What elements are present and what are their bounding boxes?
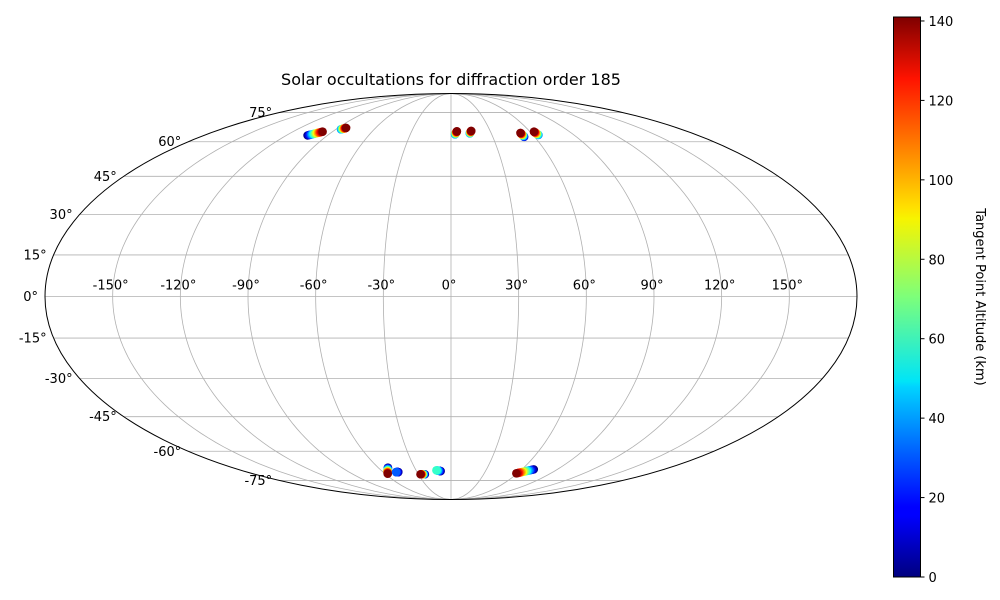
occultation-track	[391, 467, 403, 477]
colorbar-tick-label: 20	[929, 492, 946, 507]
latitude-tick-label: -75°	[244, 474, 272, 489]
longitude-tick-label: -120°	[160, 279, 196, 294]
data-point	[318, 127, 327, 136]
longitude-tick-label: -150°	[93, 279, 129, 294]
map-grid	[45, 93, 857, 500]
colorbar-tick-label: 140	[929, 15, 954, 30]
occultation-track	[512, 465, 539, 478]
latitude-tick-label: -60°	[154, 445, 182, 460]
map-boundary	[44, 93, 858, 500]
latitude-tick-label: 45°	[94, 170, 117, 185]
longitude-tick-label: -60°	[300, 279, 328, 294]
colorbar-ticks: 0 20 40 60 80 100 120 140	[920, 15, 954, 586]
longitude-tick-label: 120°	[704, 279, 735, 294]
data-point	[516, 128, 525, 138]
occultation-points	[303, 123, 543, 479]
longitude-tick-label: 150°	[772, 279, 803, 294]
longitude-tick-label: 90°	[640, 279, 663, 294]
latitude-tick-label: 30°	[50, 208, 73, 223]
colorbar-tick-label: 120	[929, 94, 954, 109]
latitude-tick-label: 60°	[158, 135, 181, 150]
occultation-track	[516, 128, 529, 142]
latitude-tick-label: 15°	[24, 248, 47, 263]
occultation-track	[465, 126, 476, 138]
colorbar: 0 20 40 60 80 100 120 140 Tangent Point Altitud…	[893, 15, 987, 586]
data-point	[383, 469, 393, 479]
latitude-tick-labels: -75° -60° -45° -30° -15° 0° 15° 30° 45° 60° 75°	[19, 106, 272, 489]
data-point	[416, 469, 425, 479]
occultation-track	[529, 127, 543, 140]
occultation-track	[432, 466, 445, 476]
colorbar-tick-label: 60	[929, 333, 946, 348]
latitude-tick-label: 75°	[249, 106, 272, 121]
longitude-tick-label: 30°	[505, 279, 528, 294]
data-point	[512, 469, 521, 478]
colorbar-label: Tangent Point Altitude (km)	[972, 207, 987, 385]
colorbar-gradient	[893, 16, 921, 578]
colorbar-tick-label: 40	[929, 412, 946, 427]
data-point	[341, 123, 351, 133]
occultation-track	[416, 469, 430, 479]
occultation-track	[336, 123, 351, 134]
colorbar-tick-label: 100	[929, 174, 954, 189]
longitude-tick-labels: -150° -120° -90° -60° -30° 0° 30° 60° 90° 120° 150…	[93, 279, 803, 294]
colorbar-tick-label: 80	[929, 253, 946, 268]
occultation-track	[450, 126, 462, 139]
colorbar-tick-label: 0	[929, 571, 937, 586]
data-point	[391, 467, 401, 477]
longitude-tick-label: 60°	[573, 279, 596, 294]
chart-title: Solar occultations for diffraction order…	[281, 70, 621, 89]
longitude-tick-label: -90°	[232, 279, 260, 294]
longitude-tick-label: 0°	[442, 279, 457, 294]
occultation-track	[383, 463, 393, 479]
data-point	[432, 466, 441, 475]
data-point	[466, 126, 476, 136]
longitude-tick-label: -30°	[367, 279, 395, 294]
data-point	[452, 126, 462, 136]
latitude-tick-label: -15°	[19, 332, 47, 347]
occultation-track	[303, 127, 327, 140]
latitude-tick-label: -30°	[45, 372, 73, 387]
latitude-tick-label: 0°	[23, 290, 38, 305]
data-point	[529, 127, 539, 136]
latitude-tick-label: -45°	[89, 410, 117, 425]
